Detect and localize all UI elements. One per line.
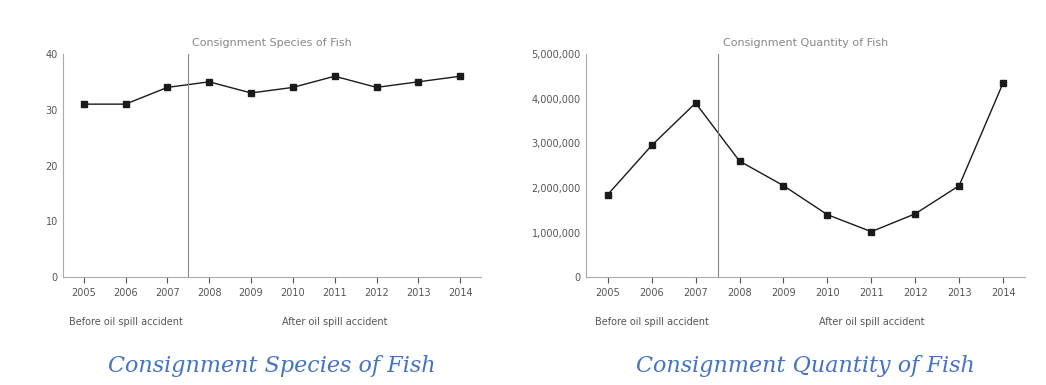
- Text: After oil spill accident: After oil spill accident: [282, 317, 387, 327]
- Text: Before oil spill accident: Before oil spill accident: [69, 317, 182, 327]
- Text: Before oil spill accident: Before oil spill accident: [595, 317, 708, 327]
- Title: Consignment Species of Fish: Consignment Species of Fish: [192, 38, 351, 48]
- Text: After oil spill accident: After oil spill accident: [819, 317, 924, 327]
- Title: Consignment Quantity of Fish: Consignment Quantity of Fish: [723, 38, 888, 48]
- Text: Consignment Species of Fish: Consignment Species of Fish: [108, 355, 436, 377]
- Text: Consignment Quantity of Fish: Consignment Quantity of Fish: [636, 355, 975, 377]
